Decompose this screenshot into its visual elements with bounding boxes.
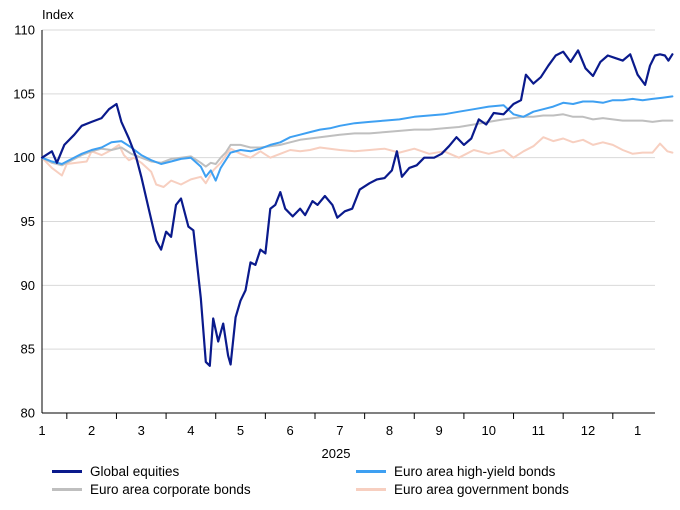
- legend-swatch: [356, 487, 386, 491]
- x-tick-label: 11: [532, 423, 546, 438]
- x-tick-label: 9: [435, 423, 442, 438]
- legend-item-corporate-bonds: Euro area corporate bonds: [52, 480, 251, 498]
- x-tick-label: 12: [581, 423, 595, 438]
- legend-label: Euro area corporate bonds: [90, 481, 251, 497]
- y-tick-label: 105: [13, 86, 35, 101]
- x-tick-label: 6: [287, 423, 294, 438]
- x-tick-label: 1: [634, 423, 641, 438]
- x-tick-label: 5: [237, 423, 244, 438]
- legend-item-global-equities: Global equities: [52, 462, 179, 480]
- legend-label: Global equities: [90, 463, 180, 479]
- x-tick-label: 1: [38, 423, 45, 438]
- legend-item-government-bonds: Euro area government bonds: [356, 480, 569, 498]
- y-tick-label: 80: [21, 406, 35, 421]
- y-axis-ticks: 80 85 90 95 100 105 110: [13, 23, 35, 421]
- series-line-2: [41, 95, 674, 182]
- y-tick-label: 110: [14, 23, 35, 38]
- y-tick-label: 85: [21, 342, 35, 357]
- series-line-4: [41, 136, 674, 188]
- legend-swatch: [356, 469, 386, 473]
- y-axis-label: Index: [42, 7, 74, 22]
- y-tick-label: 95: [21, 214, 35, 229]
- x-tick-label: 7: [336, 423, 343, 438]
- x-axis-ticks: 1 2 3 4 5 6 7 8 9 10 11 12 1: [38, 413, 641, 438]
- x-tick-label: 2: [88, 423, 95, 438]
- gridlines: [41, 29, 655, 414]
- y-tick-label: 90: [21, 278, 35, 293]
- series-line-1: [40, 49, 674, 367]
- legend-swatch: [52, 487, 82, 491]
- x-axis-label: 2025: [322, 446, 351, 461]
- legend: Global equities Euro area high-yield bon…: [52, 462, 652, 502]
- legend-label: Euro area government bonds: [394, 481, 569, 497]
- legend-label: Euro area high-yield bonds: [394, 463, 556, 479]
- x-tick-label: 8: [386, 423, 393, 438]
- legend-swatch: [52, 469, 82, 473]
- x-tick-label: 4: [187, 423, 194, 438]
- y-tick-label: 100: [13, 150, 35, 165]
- x-tick-label: 10: [481, 423, 495, 438]
- legend-item-hy-bonds: Euro area high-yield bonds: [356, 462, 555, 480]
- x-tick-label: 3: [138, 423, 145, 438]
- series-line-3: [41, 113, 674, 168]
- series-lines: [40, 49, 674, 367]
